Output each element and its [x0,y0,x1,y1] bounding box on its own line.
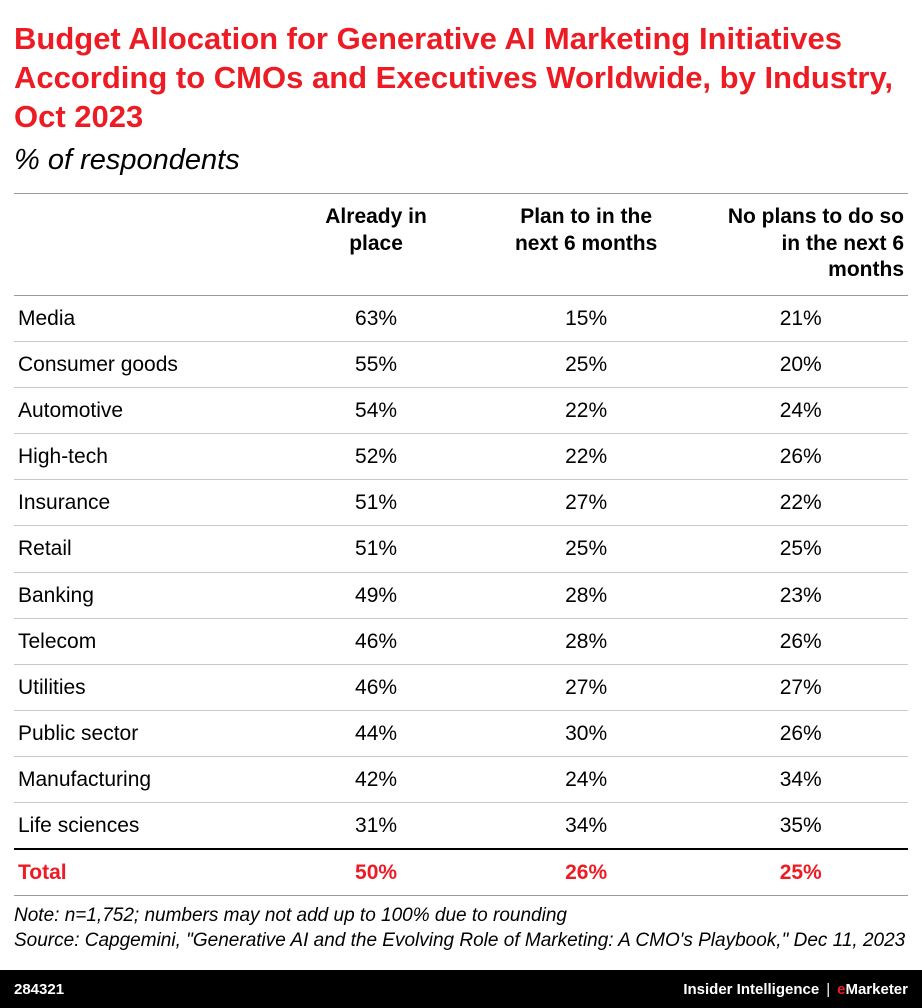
value-cell: 22% [478,433,694,481]
industry-label: Banking [14,572,274,619]
value-cell: 63% [273,295,479,343]
brand-lockup: Insider Intelligence | eMarketer [683,981,908,998]
column-header-label: No plans to do so in the next 6 months [727,205,904,281]
value-cell: 27% [478,479,694,527]
industry-label: Manufacturing [14,756,274,804]
value-cell: 28% [478,572,694,619]
value-cell: 26% [693,433,908,481]
value-cell: 24% [478,756,694,804]
value-cell: 20% [693,341,908,389]
industry-label: Retail [14,525,274,573]
note-line: Note: n=1,752; numbers may not add up to… [14,905,567,927]
industry-label: Life sciences [14,802,274,850]
value-cell: 24% [693,387,908,435]
industry-label: Media [14,295,274,343]
table-row: Consumer goods 55% 25% 20% [14,341,908,389]
value-cell: 46% [273,618,479,665]
table-row: Automotive 54% 22% 24% [14,387,908,435]
table-row: Insurance 51% 27% 22% [14,479,908,527]
column-header-already-in-place: Already in place [273,193,479,296]
value-cell: 21% [693,295,908,343]
table-row: Utilities 46% 27% 27% [14,664,908,711]
total-row: Total 50% 26% 25% [14,848,908,897]
industry-label: High-tech [14,433,274,481]
value-cell: 44% [273,710,479,757]
value-cell: 25% [478,525,694,573]
value-cell: 51% [273,479,479,527]
industry-label: Public sector [14,710,274,757]
value-cell: 42% [273,756,479,804]
brand-insider-intelligence: Insider Intelligence [683,980,820,998]
data-table: Already in place Plan to in the next 6 m… [14,193,908,897]
column-header-plan-next-6-months: Plan to in the next 6 months [478,193,694,296]
source-line: Source: Capgemini, "Generative AI and th… [14,929,906,951]
value-cell: 15% [478,295,694,343]
chart-notes: Note: n=1,752; numbers may not add up to… [14,896,908,953]
value-cell: 26% [693,618,908,665]
table-row: Banking 49% 28% 23% [14,572,908,619]
value-cell: 22% [693,479,908,527]
value-cell: 34% [693,756,908,804]
total-value: 26% [478,848,694,897]
column-header-no-plans: No plans to do so in the next 6 months [693,193,908,296]
value-cell: 55% [273,341,479,389]
table-row: Life sciences 31% 34% 35% [14,802,908,850]
table-row: Media 63% 15% 21% [14,295,908,343]
value-cell: 27% [478,664,694,711]
table-row: Retail 51% 25% 25% [14,525,908,573]
industry-label: Consumer goods [14,341,274,389]
value-cell: 51% [273,525,479,573]
total-value: 25% [693,848,908,897]
industry-label: Insurance [14,479,274,527]
value-cell: 26% [693,710,908,757]
footer-bar: 284321 Insider Intelligence | eMarketer [0,970,922,1008]
column-header-blank [14,193,274,296]
chart-id: 284321 [14,980,65,998]
value-cell: 54% [273,387,479,435]
value-cell: 30% [478,710,694,757]
total-value: 50% [273,848,479,897]
chart-title: Budget Allocation for Generative AI Mark… [14,21,894,134]
industry-label: Telecom [14,618,274,665]
table-row: Public sector 44% 30% 26% [14,710,908,757]
brand-emarketer: eMarketer [837,980,908,998]
table-header-row: Already in place Plan to in the next 6 m… [14,193,908,296]
value-cell: 52% [273,433,479,481]
value-cell: 35% [693,802,908,850]
value-cell: 31% [273,802,479,850]
industry-label: Automotive [14,387,274,435]
chart-subtitle: % of respondents [14,144,240,177]
value-cell: 46% [273,664,479,711]
value-cell: 49% [273,572,479,619]
total-label: Total [14,848,274,897]
value-cell: 23% [693,572,908,619]
table-row: High-tech 52% 22% 26% [14,433,908,481]
table-row: Manufacturing 42% 24% 34% [14,756,908,804]
value-cell: 34% [478,802,694,850]
table-row: Telecom 46% 28% 26% [14,618,908,665]
column-header-label: Plan to in the next 6 months [514,205,658,255]
value-cell: 25% [478,341,694,389]
value-cell: 27% [693,664,908,711]
industry-label: Utilities [14,664,274,711]
value-cell: 28% [478,618,694,665]
column-header-label: Already in place [325,205,427,255]
brand-divider: | [826,980,831,998]
value-cell: 25% [693,525,908,573]
value-cell: 22% [478,387,694,435]
